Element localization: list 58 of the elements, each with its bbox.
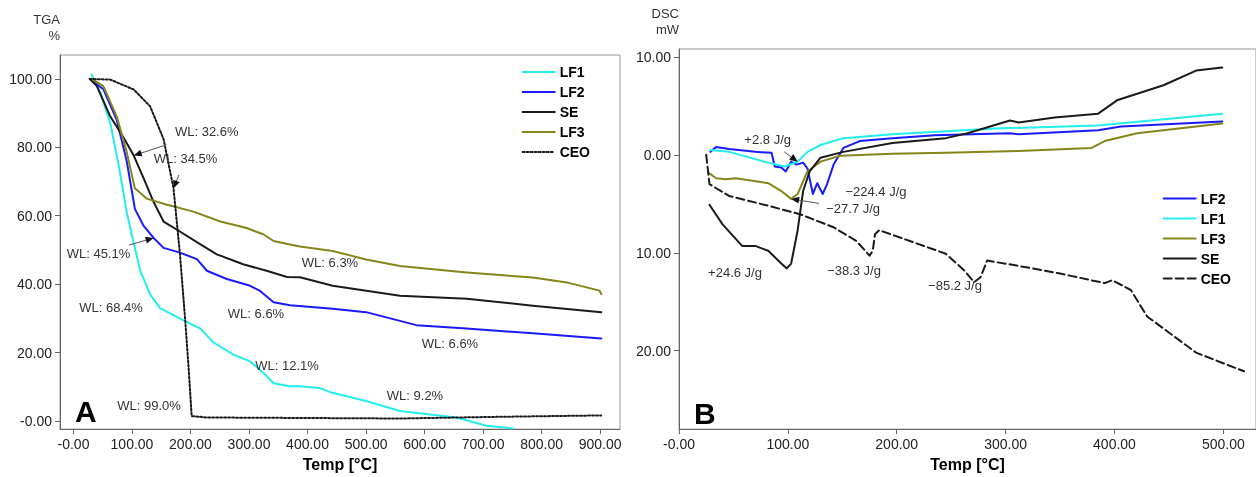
annotation: WL: 12.1% (255, 357, 320, 373)
legend-label: CEO (1200, 270, 1232, 287)
y-tick-label: 20.00 (635, 342, 672, 359)
legend-label: LF3 (1200, 230, 1226, 247)
x-tick-label: -0.00 (663, 436, 696, 453)
y-tick-label: -0.00 (20, 412, 53, 429)
annotation: WL: 6.6% (227, 305, 285, 321)
text: A (75, 394, 97, 428)
legend-label: LF2 (1200, 190, 1226, 207)
annotation: WL: 6.6% (421, 335, 479, 351)
legend-label: LF1 (1200, 210, 1226, 227)
x-tick-label: -0.00 (57, 436, 90, 453)
x-tick-label: 200.00 (169, 436, 213, 453)
x-tick-label: 300.00 (227, 436, 271, 453)
annotation: WL: 6.3% (301, 254, 359, 270)
legend-label: CEO (559, 144, 591, 160)
legend-label: LF3 (559, 124, 585, 140)
x-tick-label: 900.00 (578, 436, 622, 453)
line-series (709, 112, 1224, 168)
y-tick-label: 0.00 (643, 146, 672, 163)
y-axis-title: DSC mW (651, 5, 680, 37)
y-tick-label: 100.00 (9, 70, 53, 87)
x-tick-label: 100.00 (766, 436, 810, 453)
x-tick-label: 300.00 (984, 436, 1028, 453)
annotation: −27.7 J/g (826, 201, 881, 217)
annotation: WL: 9.2% (386, 387, 444, 403)
legend-label: LF2 (559, 84, 585, 100)
x-tick-label: 100.00 (110, 436, 154, 453)
legend-label: SE (559, 104, 579, 120)
x-tick-label: 500.00 (1201, 436, 1245, 453)
legend-label: SE (1200, 250, 1220, 267)
x-tick-label: 400.00 (1093, 436, 1137, 453)
x-tick-label: 600.00 (403, 436, 447, 453)
y-tick-label: 60.00 (16, 207, 53, 224)
annotation: −224.4 J/g (845, 183, 907, 199)
annotation: WL: 68.4% (79, 299, 144, 315)
annotation: +2.8 J/g (744, 132, 791, 148)
legend-label: LF1 (559, 64, 585, 80)
x-tick-label: 500.00 (344, 436, 388, 453)
annotation: −38.3 J/g (827, 262, 881, 278)
y-tick-label: 10.00 (635, 48, 672, 65)
x-tick-label: 700.00 (461, 436, 505, 453)
annotation: WL: 45.1% (66, 246, 131, 262)
y-tick-label: 10.00 (635, 244, 672, 261)
y-tick-label: 80.00 (16, 139, 53, 156)
y-axis-title: TGA % (33, 11, 61, 43)
annotation: WL: 32.6% (174, 124, 239, 140)
annotation: +24.6 J/g (708, 264, 762, 280)
annotation: −85.2 J/g (928, 277, 982, 293)
annotation: WL: 99.0% (117, 397, 182, 413)
x-tick-label: 400.00 (286, 436, 330, 453)
x-tick-label: 800.00 (520, 436, 564, 453)
x-axis-title: Temp [°C] (930, 455, 1005, 473)
text: B (694, 396, 716, 430)
x-axis-title: Temp [°C] (302, 455, 378, 473)
y-tick-label: 20.00 (16, 344, 53, 361)
y-tick-label: 40.00 (16, 276, 53, 293)
x-tick-label: 200.00 (875, 436, 919, 453)
